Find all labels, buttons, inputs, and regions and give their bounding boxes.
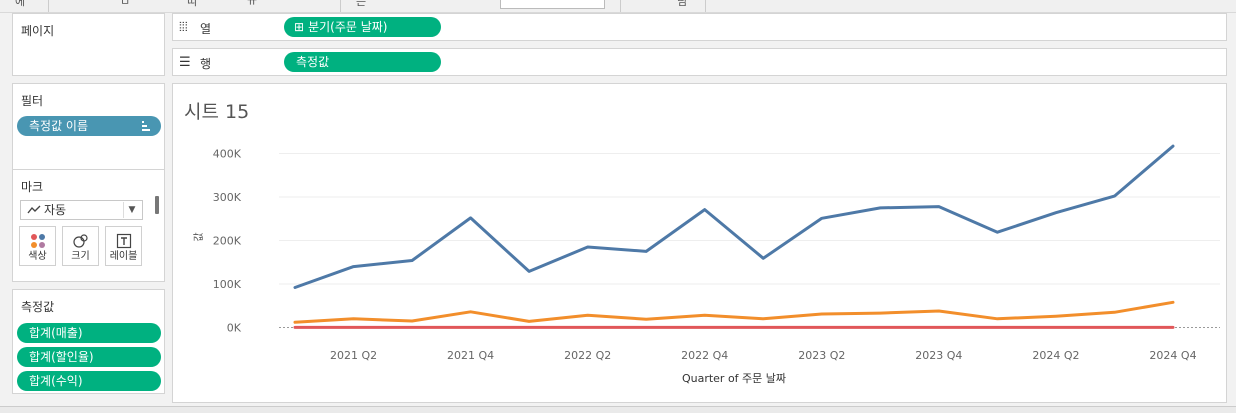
plus-box-icon: ⊞ [294,20,305,34]
y-tick-label: 300K [213,191,242,204]
columns-shelf[interactable]: ⦙⦙⦙ 열 ⊞ 분기(주문 날짜) [172,13,1227,41]
color-dots-icon [30,234,45,248]
size-button[interactable]: 크기 [62,226,99,266]
x-tick-label: 2021 Q4 [447,349,494,362]
color-button-label: 색상 [28,251,47,262]
marks-scrollbar[interactable] [155,196,159,214]
sort-icon[interactable] [141,120,151,132]
columns-shelf-label: 열 [200,22,212,36]
toolbar-separator [705,0,706,12]
y-axis-label: 값 [193,232,205,241]
color-button[interactable]: 색상 [19,226,56,266]
filters-card[interactable]: 필터 측정값 이름 [12,83,165,175]
toolbar-item[interactable]: ㅠ [247,0,258,8]
measure-pill-profit[interactable]: 합계(수익) [17,371,161,391]
sheet-title: 시트 15 [184,101,250,123]
label-button[interactable]: 레이블 [105,226,142,266]
x-tick-label: 2023 Q2 [798,349,845,362]
marks-title: 마크 [21,180,44,194]
measure-pill-discount[interactable]: 합계(할인율) [17,347,161,367]
filter-pill-label: 측정값 이름 [29,119,89,133]
marks-card: 마크 자동 ▼ 색상 크기 레이블 [12,169,165,282]
rows-shelf-label: 행 [200,57,212,71]
y-tick-label: 0K [227,322,242,335]
x-axis-title: Quarter of 주문 날짜 [682,372,786,385]
toolbar-dropdown[interactable] [500,0,605,9]
line-chart[interactable]: 0K 100K 200K 300K 400K 값 2021 Q2 2021 Q4 2022 Q2… [173,84,1226,402]
filter-pill-measure-names[interactable]: 측정값 이름 [17,116,161,136]
measure-values-title: 측정값 [21,300,55,314]
text-label-icon [116,233,131,249]
x-tick-label: 2024 Q4 [1149,349,1196,362]
y-tick-label: 200K [213,235,242,248]
x-tick-label: 2022 Q4 [681,349,728,362]
toolbar-item[interactable]: 는 [356,0,367,8]
x-tick-label: 2021 Q2 [330,349,377,362]
toolbar: 에 ㅁ 띠 ㅠ 는 님 [0,0,1236,13]
left-panel: 페이지 필터 측정값 이름 마크 자동 ▼ 색상 [0,13,165,412]
sales-line [293,144,1175,289]
mark-type-select[interactable]: 자동 ▼ [20,200,143,220]
x-tick-label: 2024 Q2 [1032,349,1079,362]
rows-shelf[interactable]: ☰ 행 측정값 [172,48,1227,76]
toolbar-separator [620,0,621,12]
rows-icon: ☰ [179,55,191,70]
size-circles-icon [72,234,88,248]
sheet-tabs-bar[interactable] [0,406,1236,413]
x-tick-label: 2022 Q2 [564,349,611,362]
columns-pill-quarter[interactable]: ⊞ 분기(주문 날짜) [284,17,441,37]
mark-type-label: 자동 [44,203,67,217]
toolbar-separator [340,0,341,12]
chevron-down-icon: ▼ [123,202,140,218]
columns-icon: ⦙⦙⦙ [179,20,188,35]
toolbar-item[interactable]: ㅁ [120,0,131,8]
y-tick-label: 100K [213,278,242,291]
filters-title: 필터 [21,94,44,108]
toolbar-item[interactable]: 님 [677,0,688,8]
measure-pill-sales[interactable]: 합계(매출) [17,323,161,343]
toolbar-item[interactable]: 띠 [187,0,198,8]
x-tick-label: 2023 Q4 [915,349,962,362]
pages-title: 페이지 [21,24,55,38]
line-chart-icon [27,205,41,214]
sheet-view[interactable]: 시트 15 0K 100K 200K 300K 400K 값 2021 Q2 2021 Q4 2… [172,83,1227,403]
toolbar-item[interactable]: 에 [15,0,26,8]
columns-pill-label: 분기(주문 날짜) [308,20,388,34]
pages-card[interactable]: 페이지 [12,13,165,76]
profit-line [293,300,1175,324]
label-button-label: 레이블 [109,251,138,262]
y-tick-label: 400K [213,148,242,161]
rows-pill-measure-values[interactable]: 측정값 [284,52,441,72]
measure-values-card: 측정값 합계(매출) 합계(할인율) 합계(수익) [12,289,165,394]
size-button-label: 크기 [71,251,90,262]
toolbar-separator [48,0,49,12]
